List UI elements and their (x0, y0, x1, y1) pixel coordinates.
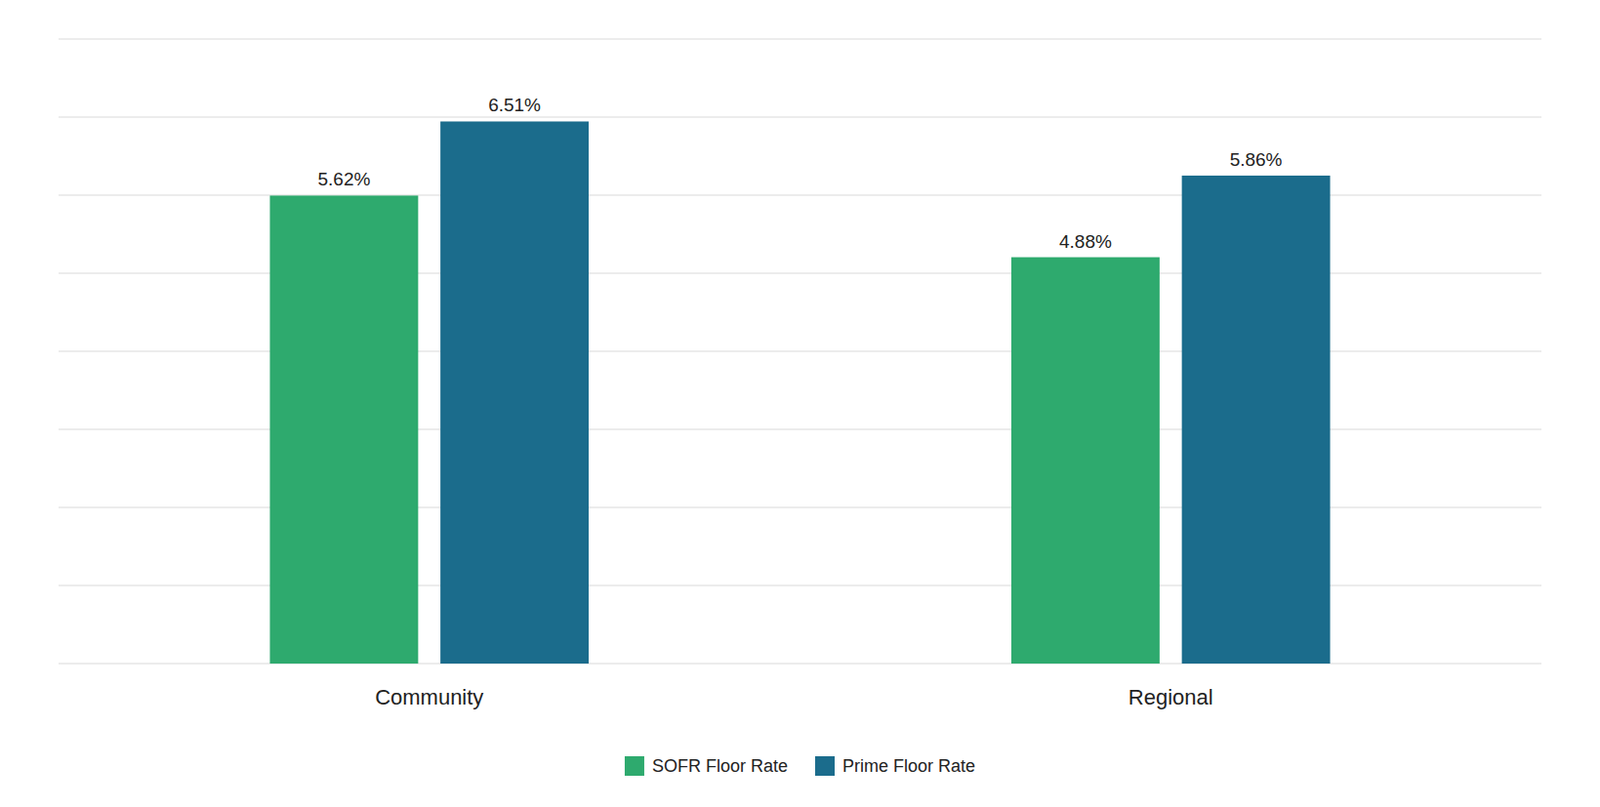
grid-line (58, 39, 1542, 41)
data-label: 5.62% (317, 168, 370, 190)
bar (269, 195, 418, 664)
grid-line (58, 117, 1542, 119)
x-tick-label: Community (374, 685, 484, 710)
chart-container: 5.62% 4.88% 6.51% 5.86% Community Regional SOF… (0, 0, 1600, 807)
legend-swatch (815, 756, 835, 777)
data-label: 6.51% (488, 94, 541, 116)
legend-swatch (624, 756, 645, 777)
bar (1011, 257, 1160, 664)
data-label: 4.88% (1059, 231, 1112, 252)
bar (1182, 175, 1331, 664)
bar (440, 121, 589, 664)
page: {"chart_data": {"type": "bar", "categori… (0, 0, 1600, 807)
chart-svg: 5.62% 4.88% 6.51% 5.86% Community Regional SOF… (0, 0, 1600, 807)
x-axis: Community Regional (374, 685, 1214, 710)
legend-item: Prime Floor Rate (815, 756, 976, 777)
legend-item: SOFR Floor Rate (624, 756, 788, 777)
grid (58, 39, 1542, 664)
legend: SOFR Floor Rate Prime Floor Rate (624, 756, 976, 777)
bars (269, 121, 1330, 664)
x-tick-label: Regional (1128, 685, 1214, 710)
data-labels: 5.62% 4.88% 6.51% 5.86% (317, 94, 1282, 251)
legend-label: SOFR Floor Rate (652, 756, 788, 777)
legend-label: Prime Floor Rate (842, 756, 976, 777)
data-label: 5.86% (1230, 149, 1283, 170)
